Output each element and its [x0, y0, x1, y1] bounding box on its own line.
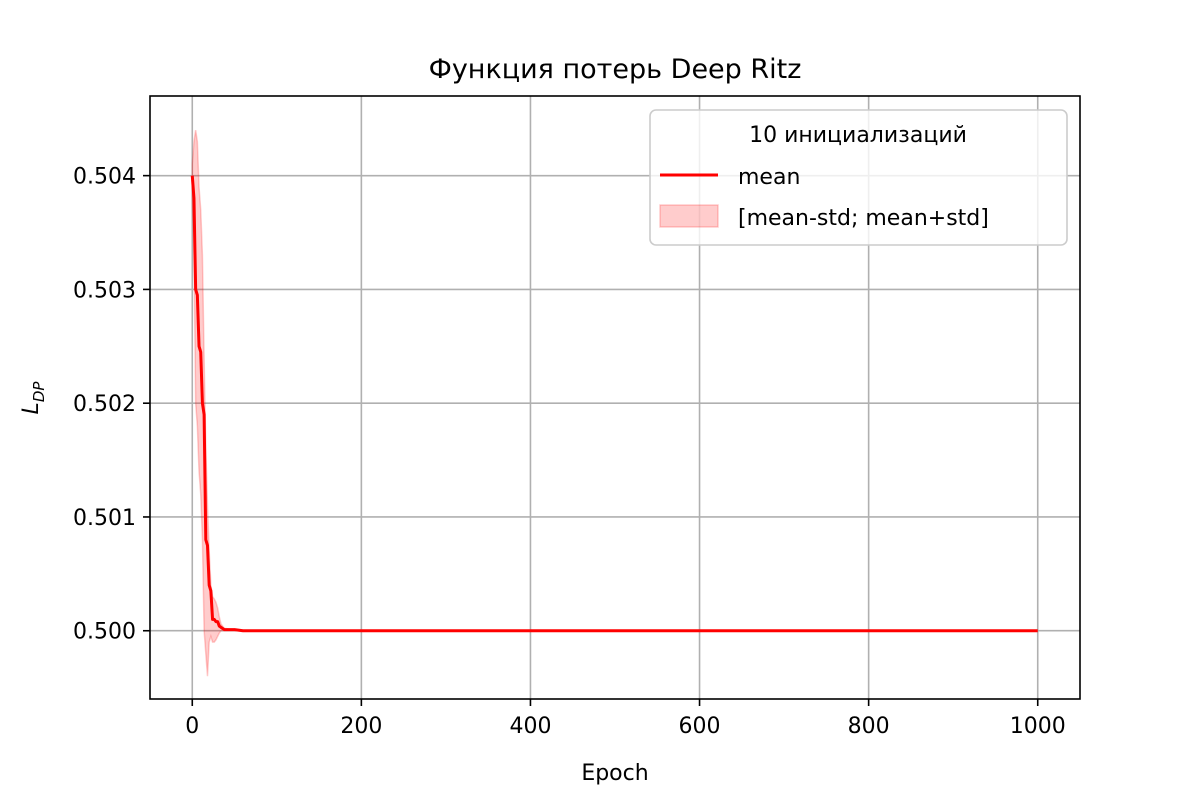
x-axis-title: Epoch [581, 761, 648, 786]
x-tick-label: 200 [340, 714, 382, 739]
legend-box [649, 109, 1068, 246]
y-tick-label: 0.504 [73, 165, 136, 190]
mean-line-layer [190, 175, 1038, 633]
y-axis-title-sub: DP [30, 381, 48, 403]
x-tick-label: 400 [509, 714, 551, 739]
legend-band-label: [mean-std; mean+std] [738, 206, 989, 231]
ticks: 0 200 400 600 800 1000 0.500 0.501 0.502 0.503 0.5… [73, 165, 1066, 739]
y-axis-title-main: L [19, 402, 44, 414]
y-tick-label: 0.500 [73, 620, 136, 645]
x-tick-label: 1000 [1010, 714, 1066, 739]
y-axis-title: LDP [19, 381, 48, 415]
legend-mean-label: mean [738, 165, 800, 190]
x-tick-label: 600 [679, 714, 721, 739]
y-tick-label: 0.503 [73, 278, 136, 303]
legend: 10 инициализаций mean [mean-std; mean+st… [649, 109, 1068, 246]
x-tick-label: 800 [848, 714, 890, 739]
x-tick-label: 0 [185, 714, 199, 739]
svg-text:LDP: LDP [19, 381, 48, 415]
y-tick-label: 0.502 [73, 392, 136, 417]
y-tick-label: 0.501 [73, 506, 136, 531]
plot-frame [149, 95, 1081, 700]
chart-title: Функция потерь Deep Ritz [429, 54, 802, 85]
legend-band-swatch [659, 204, 719, 228]
legend-title: 10 инициализаций [749, 123, 967, 148]
mean-line [190, 175, 1038, 633]
